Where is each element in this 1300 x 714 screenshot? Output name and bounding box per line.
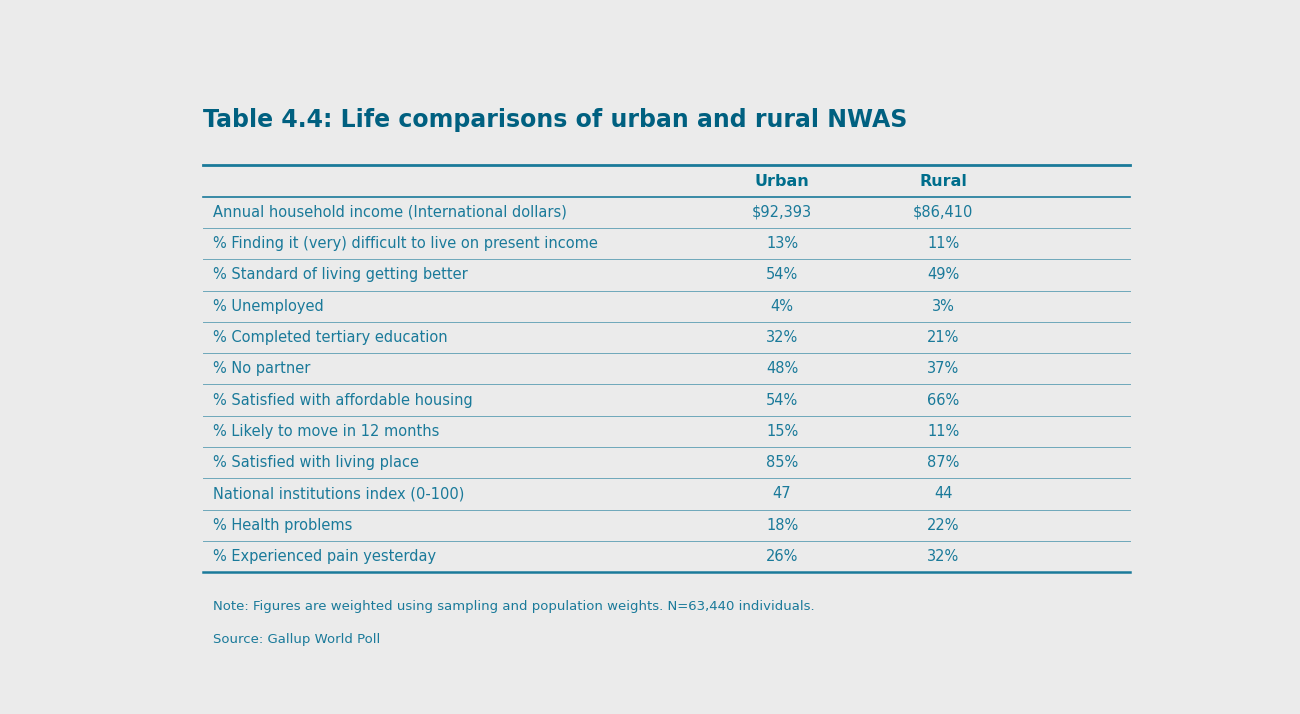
Text: 49%: 49% (927, 268, 959, 283)
Text: 87%: 87% (927, 456, 959, 471)
Text: % Likely to move in 12 months: % Likely to move in 12 months (213, 424, 439, 439)
Text: 13%: 13% (766, 236, 798, 251)
Text: Table 4.4: Life comparisons of urban and rural NWAS: Table 4.4: Life comparisons of urban and… (203, 108, 907, 131)
Text: 26%: 26% (766, 549, 798, 564)
Text: 18%: 18% (766, 518, 798, 533)
Text: 47: 47 (772, 486, 792, 501)
Text: 48%: 48% (766, 361, 798, 376)
Text: $92,393: $92,393 (751, 205, 812, 220)
Text: % Completed tertiary education: % Completed tertiary education (213, 330, 447, 345)
Text: % Health problems: % Health problems (213, 518, 352, 533)
Text: National institutions index (0-100): National institutions index (0-100) (213, 486, 464, 501)
Text: % Satisfied with living place: % Satisfied with living place (213, 456, 419, 471)
Text: $86,410: $86,410 (913, 205, 974, 220)
Text: 32%: 32% (927, 549, 959, 564)
Text: 66%: 66% (927, 393, 959, 408)
Text: 4%: 4% (771, 298, 793, 313)
Text: % Satisfied with affordable housing: % Satisfied with affordable housing (213, 393, 473, 408)
Text: 3%: 3% (932, 298, 954, 313)
Text: 54%: 54% (766, 268, 798, 283)
Text: 85%: 85% (766, 456, 798, 471)
Text: 44: 44 (935, 486, 953, 501)
Text: Source: Gallup World Poll: Source: Gallup World Poll (213, 633, 380, 645)
Text: 11%: 11% (927, 424, 959, 439)
Text: % Standard of living getting better: % Standard of living getting better (213, 268, 468, 283)
Text: Rural: Rural (919, 174, 967, 188)
Text: 37%: 37% (927, 361, 959, 376)
Text: 21%: 21% (927, 330, 959, 345)
Text: 54%: 54% (766, 393, 798, 408)
Text: 11%: 11% (927, 236, 959, 251)
Text: 22%: 22% (927, 518, 959, 533)
Text: % No partner: % No partner (213, 361, 311, 376)
Text: Note: Figures are weighted using sampling and population weights. N=63,440 indiv: Note: Figures are weighted using samplin… (213, 600, 815, 613)
Text: % Experienced pain yesterday: % Experienced pain yesterday (213, 549, 436, 564)
Text: Annual household income (International dollars): Annual household income (International d… (213, 205, 567, 220)
Text: Urban: Urban (755, 174, 810, 188)
Text: % Finding it (very) difficult to live on present income: % Finding it (very) difficult to live on… (213, 236, 598, 251)
Text: 15%: 15% (766, 424, 798, 439)
Text: 32%: 32% (766, 330, 798, 345)
Text: % Unemployed: % Unemployed (213, 298, 324, 313)
